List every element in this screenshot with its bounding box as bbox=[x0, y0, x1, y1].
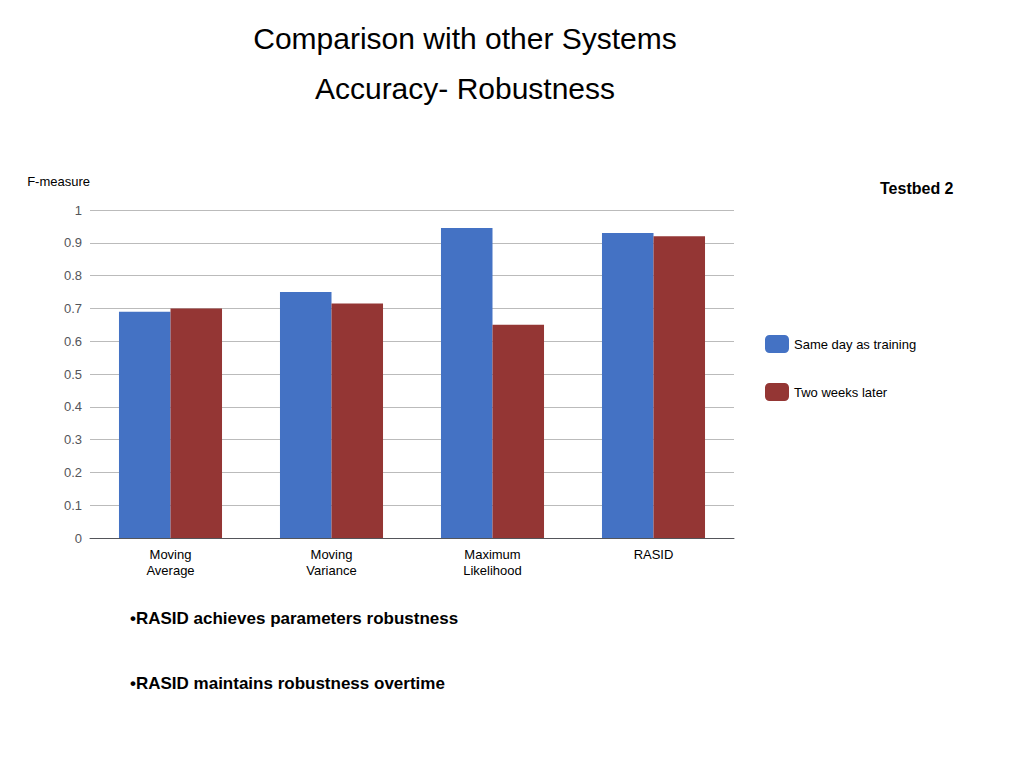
svg-text:0.1: 0.1 bbox=[64, 498, 82, 513]
svg-text:•RASID maintains robustness ov: •RASID maintains robustness overtime bbox=[130, 674, 445, 693]
svg-text:Moving: Moving bbox=[311, 547, 353, 562]
svg-text:1: 1 bbox=[75, 203, 82, 218]
svg-text:Maximum: Maximum bbox=[464, 547, 520, 562]
svg-text:0.8: 0.8 bbox=[64, 268, 82, 283]
svg-text:0.9: 0.9 bbox=[64, 235, 82, 250]
svg-text:Two weeks later: Two weeks later bbox=[794, 385, 888, 400]
svg-text:Variance: Variance bbox=[306, 563, 356, 578]
svg-text:0.3: 0.3 bbox=[64, 432, 82, 447]
svg-text:F-measure: F-measure bbox=[27, 174, 90, 189]
svg-text:•RASID achieves parameters rob: •RASID achieves parameters robustness bbox=[130, 609, 458, 628]
svg-text:Testbed 2: Testbed 2 bbox=[880, 180, 954, 197]
svg-text:Comparison with other Systems: Comparison with other Systems bbox=[253, 22, 677, 55]
svg-text:RASID: RASID bbox=[634, 547, 674, 562]
svg-text:Accuracy- Robustness: Accuracy- Robustness bbox=[315, 72, 615, 105]
svg-text:0.7: 0.7 bbox=[64, 301, 82, 316]
svg-text:Same day as training: Same day as training bbox=[794, 337, 916, 352]
svg-text:Average: Average bbox=[146, 563, 194, 578]
svg-text:Moving: Moving bbox=[150, 547, 192, 562]
svg-text:Likelihood: Likelihood bbox=[463, 563, 522, 578]
svg-text:0.4: 0.4 bbox=[64, 399, 82, 414]
svg-text:0: 0 bbox=[75, 531, 82, 546]
svg-text:0.2: 0.2 bbox=[64, 465, 82, 480]
svg-text:0.5: 0.5 bbox=[64, 367, 82, 382]
svg-text:0.6: 0.6 bbox=[64, 334, 82, 349]
